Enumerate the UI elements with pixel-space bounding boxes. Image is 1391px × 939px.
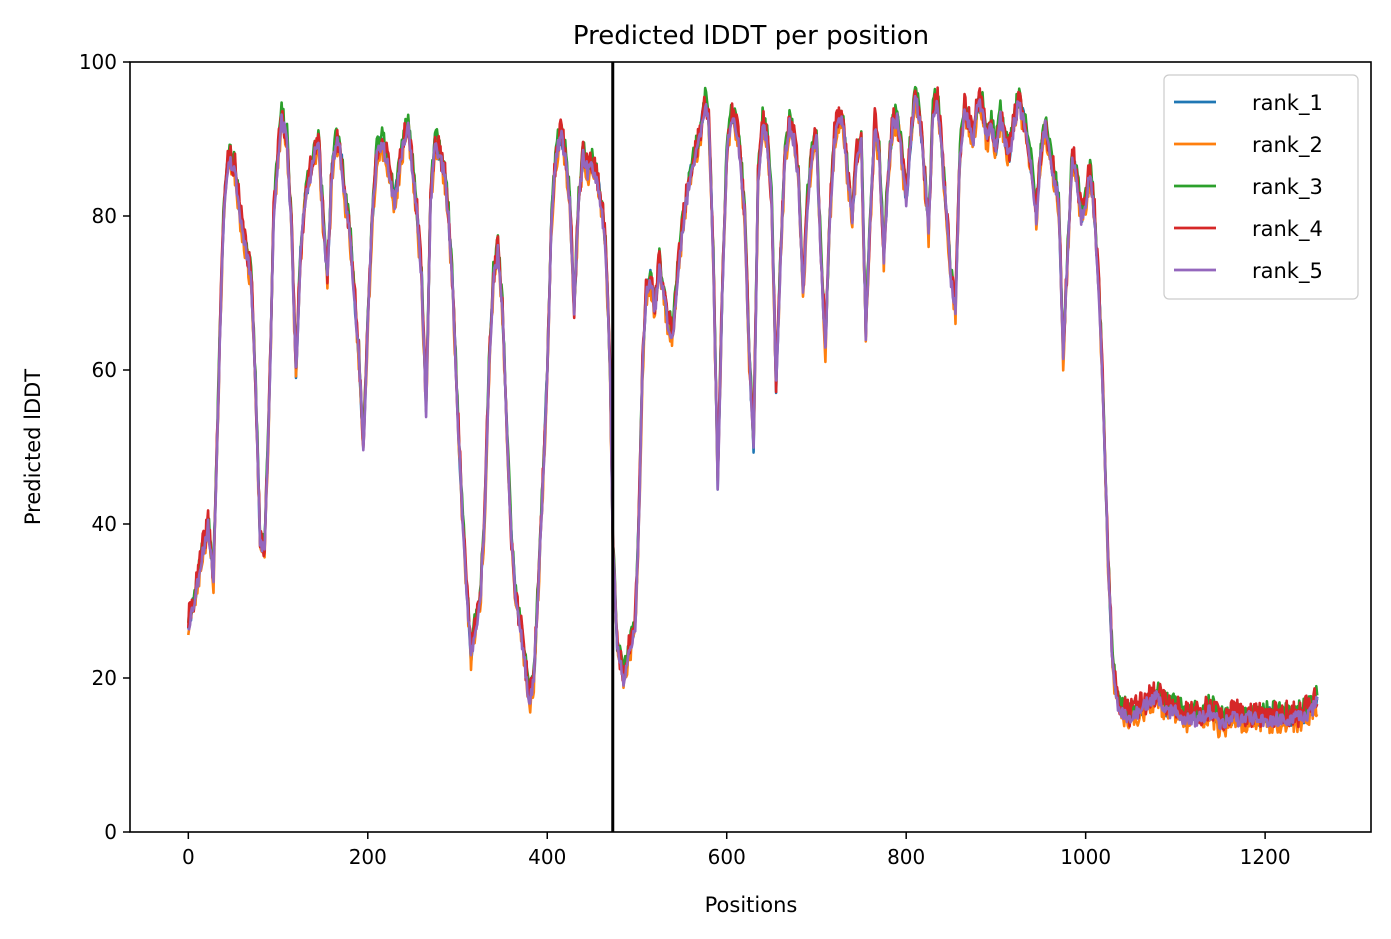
x-axis-title: Positions (705, 893, 798, 917)
x-tick-label: 200 (349, 845, 387, 869)
x-tick-label: 400 (528, 845, 566, 869)
y-axis-title: Predicted lDDT (21, 369, 45, 525)
x-axis: 0 200 400 600 800 1000 1200 (182, 832, 1291, 869)
y-axis: 0 20 40 60 80 100 (79, 50, 130, 844)
chart-title: Predicted lDDT per position (573, 21, 929, 51)
y-tick-label: 80 (92, 204, 117, 228)
y-tick-label: 0 (104, 820, 117, 844)
x-tick-label: 1000 (1060, 845, 1111, 869)
x-tick-label: 600 (708, 845, 746, 869)
series-layer (187, 85, 1319, 739)
legend-label-rank-3: rank_3 (1252, 175, 1323, 200)
x-tick-label: 1200 (1240, 845, 1291, 869)
legend-label-rank-2: rank_2 (1252, 133, 1323, 158)
legend: rank_1 rank_2 rank_3 rank_4 rank_5 (1163, 74, 1359, 300)
y-tick-label: 60 (92, 358, 117, 382)
x-tick-label: 800 (887, 845, 925, 869)
legend-box (1163, 74, 1359, 300)
series-line-rank-5 (187, 94, 1319, 731)
legend-label-rank-1: rank_1 (1252, 91, 1323, 116)
plot-frame (129, 61, 1372, 833)
x-tick-label: 0 (182, 845, 195, 869)
legend-label-rank-4: rank_4 (1252, 217, 1323, 242)
y-tick-label: 20 (92, 666, 117, 690)
y-tick-label: 100 (79, 50, 117, 74)
y-tick-label: 40 (92, 512, 117, 536)
legend-label-rank-5: rank_5 (1252, 259, 1323, 284)
